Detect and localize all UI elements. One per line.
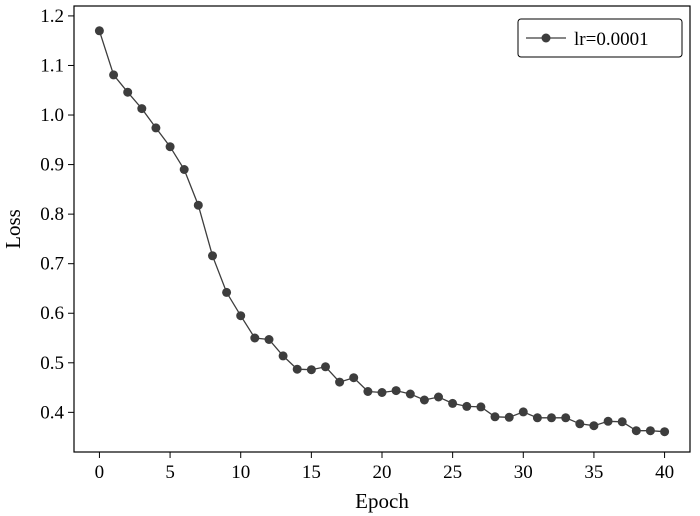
- data-point: [165, 142, 175, 152]
- y-tick-label: 1.1: [40, 55, 64, 76]
- data-point: [391, 386, 401, 396]
- x-tick-label: 35: [584, 462, 603, 483]
- data-point: [518, 407, 528, 417]
- data-point: [335, 377, 345, 387]
- data-point: [137, 104, 147, 114]
- data-point: [476, 402, 486, 412]
- y-tick-label: 1.0: [40, 105, 64, 126]
- x-axis-label: Epoch: [355, 489, 409, 513]
- data-point: [434, 392, 443, 402]
- data-point: [631, 426, 641, 436]
- data-point: [377, 388, 387, 397]
- legend-box: [517, 18, 683, 58]
- plot-frame: [73, 5, 691, 453]
- data-point: [405, 389, 415, 399]
- y-axis: 0.4 0.5 0.6 0.7 0.8 0.9 1.0 1.1 1.2: [40, 6, 74, 423]
- data-point: [589, 421, 599, 431]
- data-point: [490, 412, 500, 422]
- data-point: [264, 335, 274, 344]
- data-point: [660, 427, 670, 437]
- data-point: [236, 311, 246, 321]
- data-point: [504, 412, 514, 422]
- x-tick-label: 0: [95, 462, 105, 483]
- data-point: [109, 70, 119, 80]
- x-tick-label: 15: [302, 462, 321, 483]
- y-axis-label: Loss: [1, 209, 25, 249]
- series-layer: [94, 26, 670, 437]
- legend-entry-label: lr=0.0001: [574, 29, 649, 50]
- data-point: [179, 165, 189, 174]
- data-point: [363, 387, 373, 396]
- data-point: [321, 362, 330, 372]
- y-tick-label: 0.8: [40, 204, 64, 225]
- y-tick-label: 0.9: [40, 155, 64, 176]
- x-tick-label: 10: [231, 462, 250, 483]
- data-point: [151, 123, 161, 133]
- legend: lr=0.0001: [517, 18, 683, 58]
- data-point: [462, 401, 472, 411]
- data-point: [193, 200, 203, 210]
- x-axis: 0 5 10 15 20 25 30 35 40: [95, 452, 674, 483]
- y-tick-label: 0.5: [40, 353, 64, 374]
- data-point: [532, 413, 542, 423]
- x-tick-label: 40: [655, 462, 674, 483]
- data-point: [561, 413, 571, 423]
- y-tick-label: 0.6: [40, 303, 64, 324]
- data-point: [349, 373, 359, 383]
- x-tick-label: 5: [165, 462, 175, 483]
- x-tick-label: 30: [514, 462, 533, 483]
- series-line: [98, 30, 665, 433]
- data-point: [645, 426, 655, 436]
- y-tick-label: 1.2: [40, 6, 64, 27]
- x-tick-label: 20: [373, 462, 392, 483]
- data-point: [208, 251, 217, 261]
- data-point: [123, 87, 133, 97]
- data-point: [419, 395, 429, 405]
- data-point: [575, 419, 585, 429]
- data-point: [547, 413, 556, 423]
- y-tick-label: 0.4: [40, 402, 64, 423]
- y-tick-label: 0.7: [40, 254, 64, 275]
- data-point: [292, 364, 302, 374]
- data-point: [222, 287, 232, 297]
- legend-marker: [541, 33, 551, 43]
- data-point: [250, 333, 260, 343]
- x-tick-label: 25: [443, 462, 462, 483]
- data-point: [617, 417, 627, 427]
- data-point: [603, 416, 613, 426]
- data-point: [278, 351, 288, 361]
- data-point: [306, 365, 316, 375]
- data-point: [448, 398, 458, 408]
- data-point: [94, 26, 104, 36]
